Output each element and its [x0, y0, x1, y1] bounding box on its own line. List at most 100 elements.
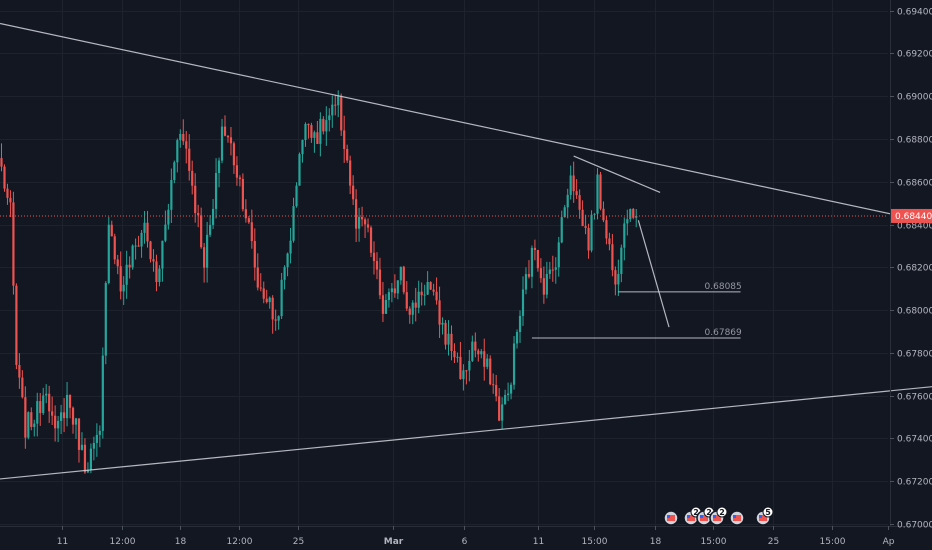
price-tick-label: 0.69200 — [897, 50, 932, 60]
price-axis[interactable]: 0.69400 0.69200 0.69000 0.68800 0.68600 0.684… — [890, 8, 932, 531]
candle-bearish — [274, 319, 277, 321]
candle-bullish — [566, 194, 569, 208]
price-tick-label: 0.68600 — [897, 179, 932, 189]
candle-bullish — [507, 393, 510, 395]
candle-bearish — [51, 411, 54, 416]
flag-canton — [667, 515, 670, 518]
candle-bearish — [197, 213, 200, 216]
candle-bullish — [358, 216, 361, 229]
candle-bullish — [596, 174, 599, 214]
candle-bearish — [450, 333, 453, 351]
candle-bearish — [578, 195, 581, 210]
time-tick-label: 11 — [57, 537, 68, 547]
candle-bearish — [393, 288, 396, 294]
time-tick-label: 12:00 — [227, 537, 253, 547]
candle-bearish — [62, 412, 66, 419]
candle-bullish — [480, 351, 483, 355]
price-tick-label: 0.67800 — [897, 350, 932, 360]
candle-bearish — [316, 132, 319, 144]
candle-bullish — [179, 133, 182, 141]
level-label: 0.67869 — [705, 328, 742, 338]
candle-bullish — [101, 355, 104, 431]
event-badge[interactable]: 2 — [709, 506, 728, 526]
candle-bearish — [453, 350, 456, 358]
candle-bullish — [521, 289, 525, 316]
candle-bullish — [167, 209, 170, 225]
flag-canton — [759, 515, 762, 518]
candle-bearish — [203, 247, 206, 268]
candle-bullish — [286, 253, 289, 268]
candle-bearish — [420, 291, 423, 296]
candle-bullish — [42, 395, 45, 414]
event-badge[interactable]: 2 — [696, 506, 715, 526]
candle-bullish — [623, 223, 626, 248]
candle-bearish — [429, 282, 432, 290]
candle-bearish — [527, 274, 531, 277]
wedge-trendline[interactable] — [573, 155, 661, 193]
time-axis[interactable]: 11 12:00 18 12:00 25 Mar 6 11 15:00 18 15:00 25 15:0… — [57, 526, 895, 547]
candle-bearish — [244, 209, 247, 219]
candle-bearish — [241, 178, 244, 210]
badge-count: 2 — [706, 508, 712, 517]
event-badge[interactable]: 5 — [755, 506, 774, 526]
candle-bearish — [340, 95, 343, 131]
candle-bullish — [423, 294, 426, 296]
candle-bearish — [200, 215, 203, 248]
event-badge[interactable] — [663, 510, 679, 526]
candle-bearish — [238, 177, 241, 179]
candle-bearish — [3, 166, 6, 189]
projection-line[interactable] — [637, 220, 670, 328]
candle-bullish — [92, 442, 95, 449]
candle-bearish — [182, 133, 185, 142]
badge-count-bubble — [762, 506, 774, 518]
candle-bearish — [608, 238, 611, 245]
candle-bearish — [12, 202, 15, 286]
candle-bearish — [9, 197, 12, 203]
time-tick-label: 15:00 — [701, 537, 727, 547]
candle-bearish — [489, 358, 492, 385]
price-tick-label: 0.67400 — [897, 435, 932, 445]
candle-bullish — [283, 267, 286, 280]
candle-bearish — [352, 185, 355, 200]
upper-resistance-trendline[interactable] — [0, 22, 932, 227]
candle-bearish — [372, 252, 376, 262]
price-tick-label: 0.68000 — [897, 307, 932, 317]
flag-canton — [700, 515, 703, 518]
trendlines[interactable] — [0, 22, 932, 480]
candle-bearish — [310, 125, 313, 138]
candle-bullish — [140, 232, 143, 247]
candle-bullish — [441, 322, 444, 325]
candle-bearish — [15, 285, 18, 365]
candle-bearish — [378, 269, 382, 296]
flag-stripe — [733, 515, 741, 521]
candle-bearish — [152, 259, 155, 262]
candle-bearish — [495, 385, 498, 397]
candle-bearish — [188, 148, 191, 171]
candle-bullish — [277, 316, 280, 321]
candle-bullish — [524, 274, 528, 290]
candle-bullish — [298, 154, 301, 186]
lower-support-trendline[interactable] — [0, 385, 932, 480]
candle-bullish — [292, 206, 295, 241]
levels[interactable]: 0.68085 0.67869 — [531, 282, 742, 339]
candle-bullish — [626, 219, 629, 224]
candle-bullish — [396, 280, 399, 294]
current-price-tag: 0.68440 — [891, 208, 932, 223]
candle-bearish — [346, 148, 349, 161]
flag-stripe — [759, 515, 767, 521]
candle-bullish — [65, 394, 69, 419]
price-tick-label: 0.67000 — [897, 521, 932, 531]
candle-bullish — [125, 264, 128, 285]
event-badge[interactable] — [729, 510, 745, 526]
candle-bearish — [492, 384, 495, 386]
candle-bullish — [289, 240, 292, 254]
candle-bearish — [575, 191, 578, 196]
candle-bullish — [331, 104, 334, 116]
price-tick-label: 0.67200 — [897, 478, 932, 488]
flag-stripe — [687, 515, 695, 521]
candle-bearish — [402, 266, 405, 293]
candle-bullish — [206, 234, 209, 268]
candle-bearish — [435, 291, 438, 301]
